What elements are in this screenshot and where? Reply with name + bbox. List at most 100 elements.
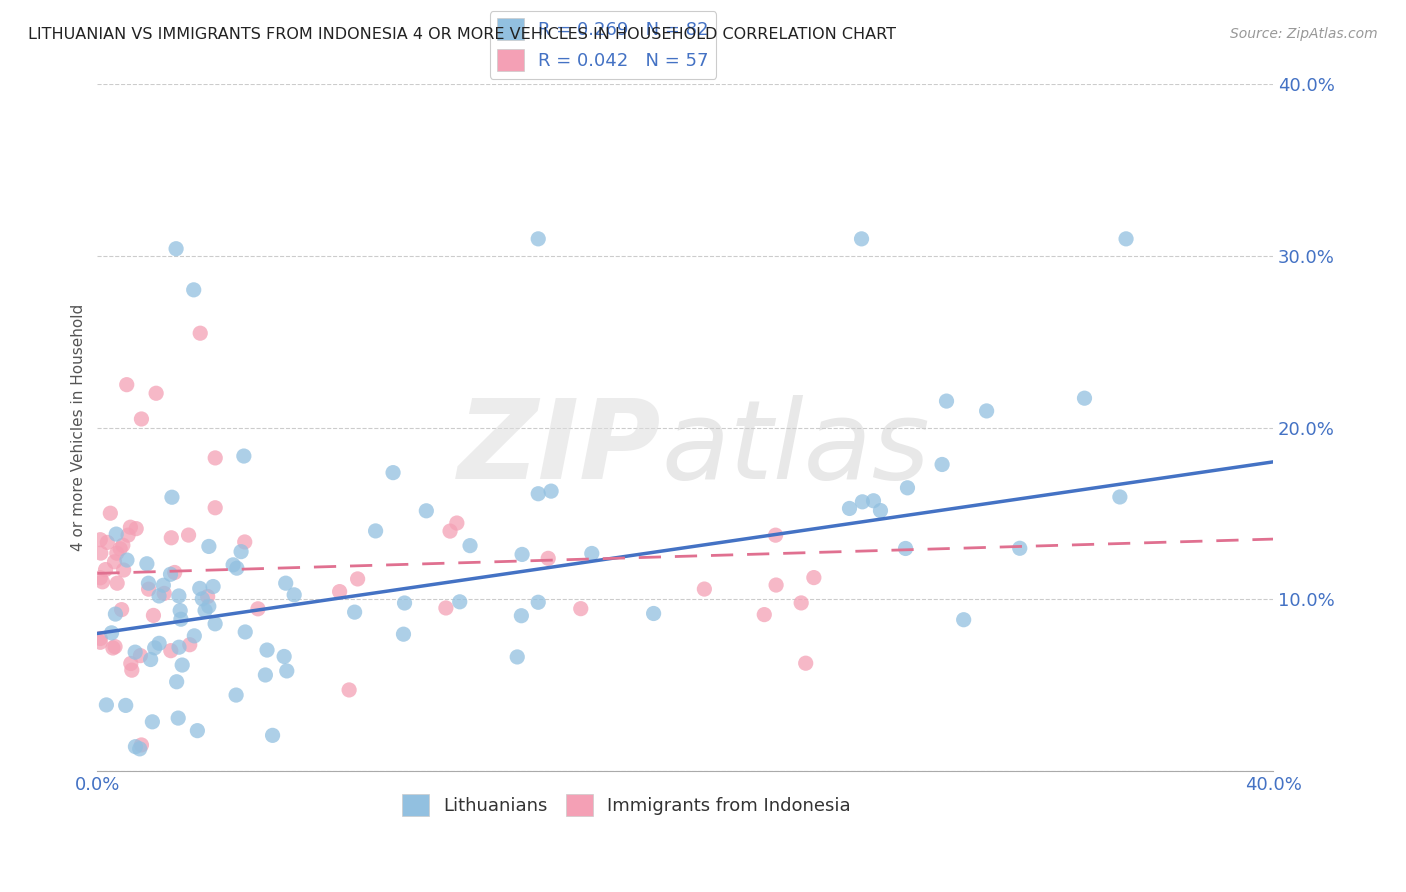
- Point: [183, 283, 205, 297]
- Point: [446, 516, 468, 530]
- Point: [382, 466, 405, 480]
- Point: [229, 544, 252, 558]
- Point: [952, 613, 974, 627]
- Point: [862, 493, 884, 508]
- Point: [105, 546, 128, 560]
- Point: [246, 602, 269, 616]
- Point: [104, 607, 127, 621]
- Point: [197, 590, 219, 604]
- Point: [101, 640, 124, 655]
- Point: [167, 640, 190, 655]
- Point: [283, 588, 305, 602]
- Point: [108, 541, 131, 556]
- Point: [183, 629, 205, 643]
- Point: [527, 487, 550, 501]
- Point: [160, 531, 183, 545]
- Point: [188, 582, 211, 596]
- Point: [346, 572, 368, 586]
- Point: [138, 582, 160, 596]
- Point: [204, 500, 226, 515]
- Point: [415, 504, 437, 518]
- Point: [191, 591, 214, 606]
- Point: [120, 520, 142, 534]
- Point: [838, 501, 860, 516]
- Point: [89, 571, 111, 585]
- Text: Source: ZipAtlas.com: Source: ZipAtlas.com: [1230, 27, 1378, 41]
- Point: [581, 546, 603, 560]
- Point: [394, 596, 416, 610]
- Point: [152, 578, 174, 592]
- Point: [96, 698, 118, 712]
- Point: [167, 589, 190, 603]
- Point: [131, 412, 153, 426]
- Point: [232, 449, 254, 463]
- Point: [120, 657, 142, 671]
- Point: [115, 553, 138, 567]
- Point: [1008, 541, 1031, 556]
- Point: [160, 490, 183, 504]
- Point: [537, 551, 560, 566]
- Point: [254, 668, 277, 682]
- Point: [506, 649, 529, 664]
- Point: [172, 658, 194, 673]
- Point: [364, 524, 387, 538]
- Point: [129, 648, 152, 663]
- Point: [170, 612, 193, 626]
- Point: [510, 548, 533, 562]
- Point: [148, 636, 170, 650]
- Point: [202, 580, 225, 594]
- Point: [177, 528, 200, 542]
- Point: [449, 595, 471, 609]
- Point: [91, 574, 114, 589]
- Point: [198, 540, 221, 554]
- Point: [225, 561, 247, 575]
- Point: [117, 528, 139, 542]
- Point: [98, 506, 121, 520]
- Point: [1115, 232, 1137, 246]
- Point: [94, 563, 117, 577]
- Point: [194, 603, 217, 617]
- Point: [89, 635, 111, 649]
- Point: [141, 714, 163, 729]
- Legend: Lithuanians, Immigrants from Indonesia: Lithuanians, Immigrants from Indonesia: [395, 787, 858, 823]
- Point: [179, 638, 201, 652]
- Point: [143, 640, 166, 655]
- Point: [139, 652, 162, 666]
- Point: [931, 458, 953, 472]
- Point: [114, 698, 136, 713]
- Point: [222, 558, 245, 572]
- Point: [159, 643, 181, 657]
- Point: [104, 640, 127, 654]
- Point: [276, 664, 298, 678]
- Point: [165, 242, 187, 256]
- Point: [89, 533, 111, 547]
- Text: atlas: atlas: [662, 394, 931, 501]
- Point: [166, 674, 188, 689]
- Point: [112, 563, 135, 577]
- Point: [135, 557, 157, 571]
- Point: [128, 742, 150, 756]
- Point: [540, 484, 562, 499]
- Point: [169, 603, 191, 617]
- Point: [159, 567, 181, 582]
- Point: [225, 688, 247, 702]
- Point: [131, 738, 153, 752]
- Point: [643, 607, 665, 621]
- Point: [458, 539, 481, 553]
- Point: [233, 535, 256, 549]
- Point: [167, 711, 190, 725]
- Point: [343, 605, 366, 619]
- Point: [935, 394, 957, 409]
- Point: [851, 495, 873, 509]
- Point: [273, 649, 295, 664]
- Point: [105, 576, 128, 591]
- Point: [274, 576, 297, 591]
- Point: [233, 624, 256, 639]
- Point: [204, 450, 226, 465]
- Point: [896, 481, 918, 495]
- Point: [124, 739, 146, 754]
- Point: [803, 571, 825, 585]
- Point: [89, 632, 111, 646]
- Point: [96, 535, 118, 549]
- Point: [124, 645, 146, 659]
